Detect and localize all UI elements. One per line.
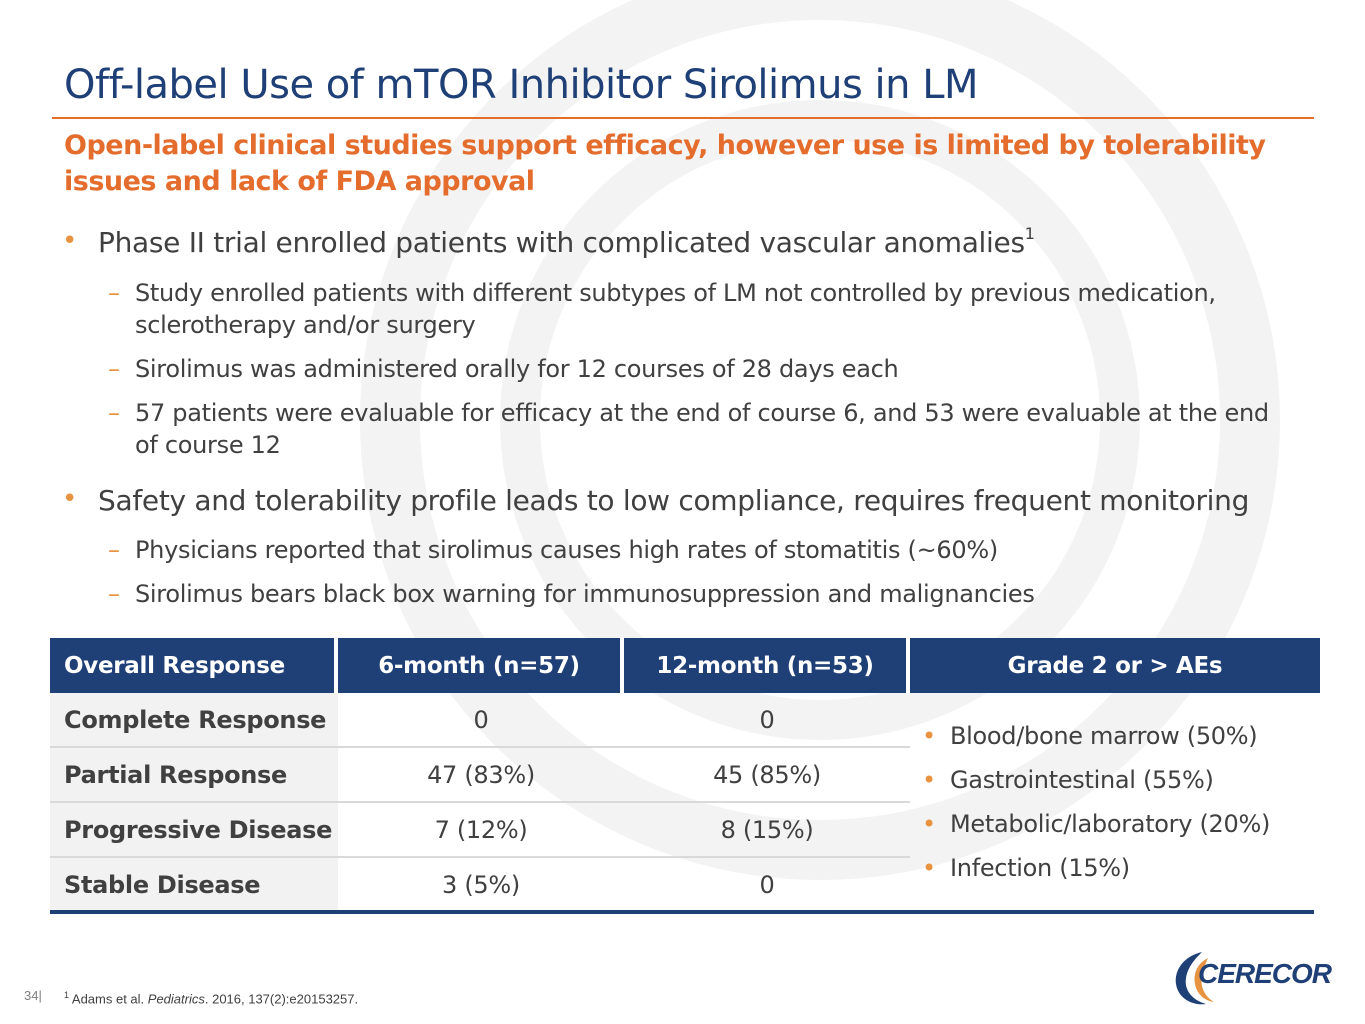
sub-bullet-text: Sirolimus was administered orally for 12… <box>135 355 899 383</box>
slide-subtitle: Open-label clinical studies support effi… <box>64 130 1266 197</box>
cerecor-swoosh-icon <box>1175 952 1214 1005</box>
sub-bullet-text: Study enrolled patients with different s… <box>135 279 1216 339</box>
footnote-sup: 1 <box>64 990 70 1000</box>
row-label: Partial Response <box>50 748 338 803</box>
row-label: Progressive Disease <box>50 803 338 858</box>
dash-icon: – <box>108 399 120 427</box>
bullet-icon: • <box>922 854 936 882</box>
bullet-icon: • <box>922 810 936 838</box>
cell-6-month: 7 (12%) <box>338 803 624 858</box>
table-header-row: Overall Response 6-month (n=57) 12-month… <box>50 638 1320 693</box>
cell-6-month: 3 (5%) <box>442 870 520 899</box>
ae-item: • Metabolic/laboratory (20%) <box>922 802 1320 846</box>
table-row: Partial Response 47 (83%) 45 (85%) <box>50 748 1320 803</box>
company-logo: CERECOR <box>1198 958 1332 989</box>
cell-12-month: 45 (85%) <box>624 748 910 803</box>
cell-6-month: 47 (83%) <box>338 748 624 803</box>
sub-bullet-text: 57 patients were evaluable for efficacy … <box>135 399 1269 459</box>
bullet-icon: • <box>62 226 78 256</box>
dash-icon: – <box>108 279 120 307</box>
bullet-icon: • <box>62 484 78 514</box>
dash-icon: – <box>108 536 120 564</box>
bullet-text: Safety and tolerability profile leads to… <box>98 484 1250 517</box>
bullet-text: Phase II trial enrolled patients with co… <box>98 226 1025 259</box>
slide-title: Off-label Use of mTOR Inhibitor Sirolimu… <box>64 62 979 108</box>
table-row: Complete Response 0 0 • Blood/bone marrow… <box>50 693 1320 882</box>
table-row: Progressive Disease 7 (12%) 8 (15%) <box>50 803 1320 858</box>
response-table: Overall Response 6-month (n=57) 12-month… <box>50 638 1320 911</box>
footnote: 1 Adams et al. Pediatrics. 2016, 137(2):… <box>64 990 359 1007</box>
cell-12-month: 8 (15%) <box>624 803 910 858</box>
header-6-month: 6-month (n=57) <box>338 638 624 693</box>
page-number: 34| <box>24 988 42 1003</box>
header-overall-response: Overall Response <box>50 638 338 693</box>
sub-bullet-text: Physicians reported that sirolimus cause… <box>135 536 998 564</box>
ae-item: • Infection (15%) <box>922 846 1320 890</box>
header-12-month: 12-month (n=53) <box>624 638 910 693</box>
footnote-marker: 1 <box>1024 224 1035 243</box>
footnote-journal: Pediatrics <box>147 991 205 1007</box>
bullet-icon: • <box>922 766 936 794</box>
ae-item: • Gastrointestinal (55%) <box>922 758 1320 802</box>
row-label: Stable Disease <box>50 858 338 911</box>
dash-icon: – <box>108 580 120 608</box>
ae-item: • Blood/bone marrow (50%) <box>922 714 1320 758</box>
cell-6-month: 0 <box>338 693 624 748</box>
adverse-events-cell: • Blood/bone marrow (50%) • Gastrointestin… <box>910 693 1320 911</box>
cell-12-month: 0 <box>624 693 910 748</box>
sub-bullet-text: Sirolimus bears black box warning for im… <box>135 580 1035 608</box>
table-bottom-border <box>50 910 1314 914</box>
title-divider <box>52 117 1314 119</box>
cell-12-month: 0 <box>759 870 775 899</box>
dash-icon: – <box>108 355 120 383</box>
header-grade-2-aes: Grade 2 or > AEs <box>910 638 1320 693</box>
table-row: Stable Disease 3 (5%) 0 <box>50 858 1320 911</box>
row-label: Complete Response <box>50 693 338 748</box>
bullet-icon: • <box>922 722 936 750</box>
